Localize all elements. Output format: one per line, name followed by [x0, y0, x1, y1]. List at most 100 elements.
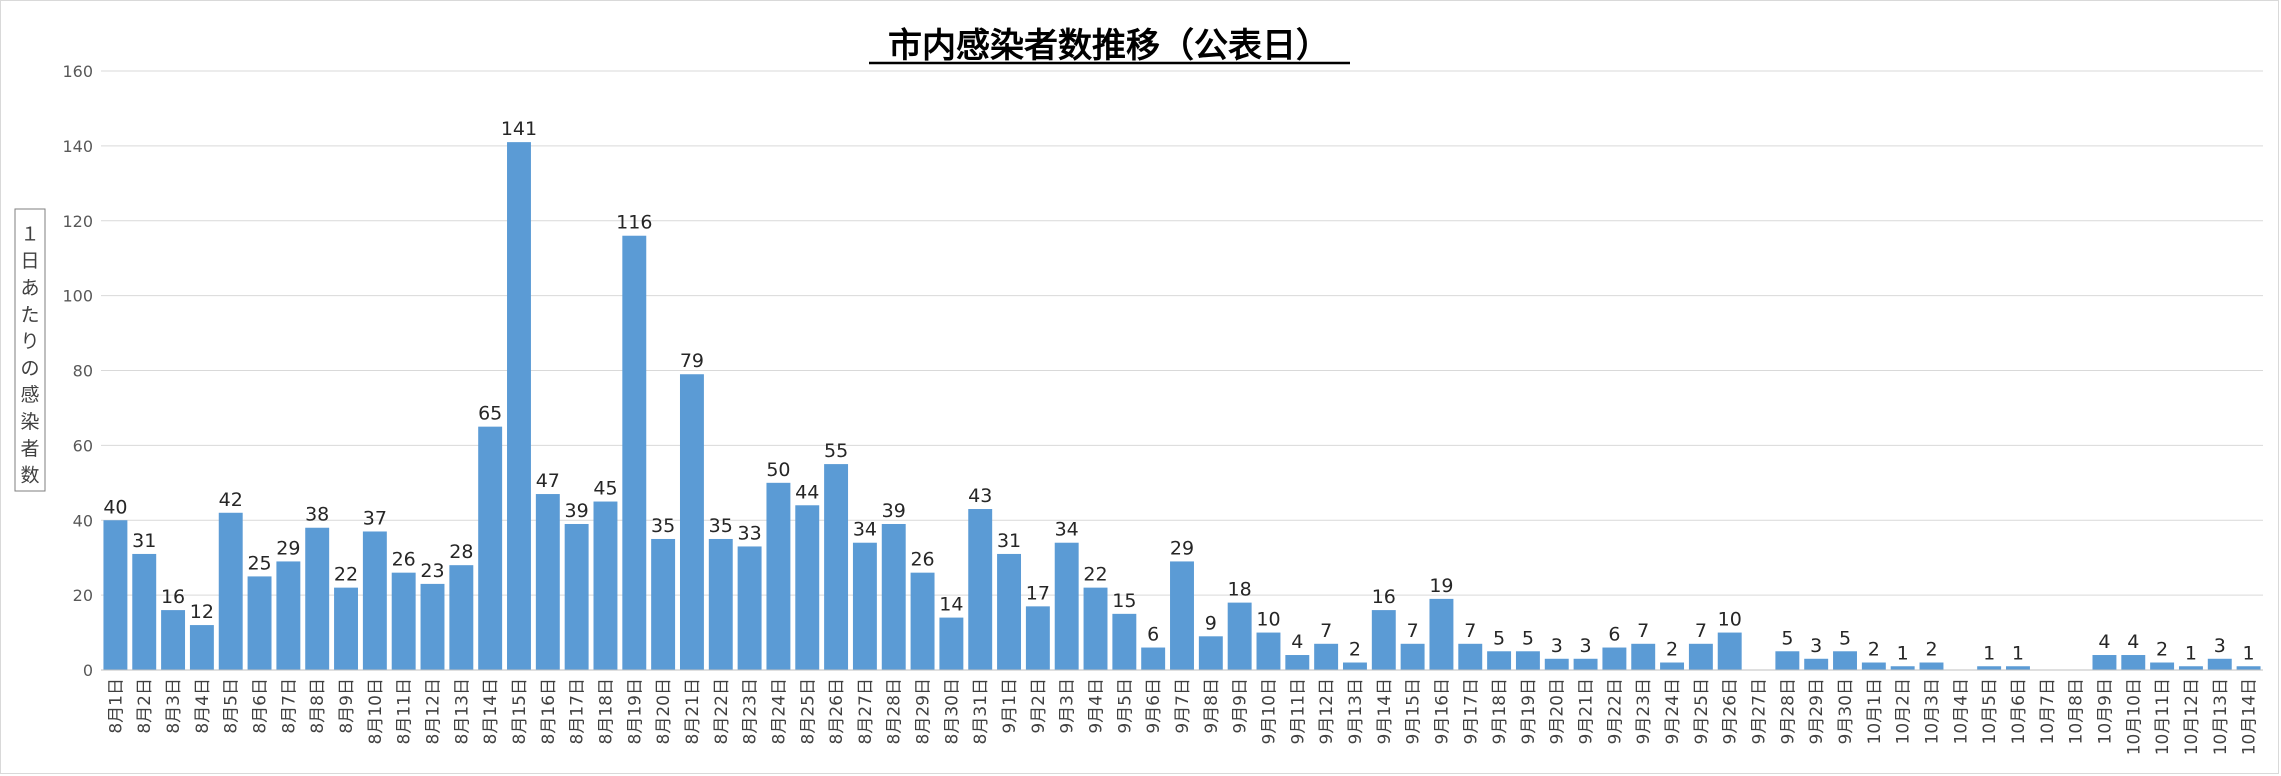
bar — [1314, 643, 1339, 670]
x-tick-label: 9月8日 — [1202, 678, 1222, 734]
y-axis-ticks: 0 20 40 60 80 100 120 140 160 — [62, 62, 93, 680]
data-label: 9 — [1205, 612, 1217, 634]
x-tick-label: 8月4日 — [193, 678, 213, 734]
data-label: 3 — [1580, 635, 1592, 657]
data-label: 38 — [305, 504, 329, 526]
x-tick-label: 10月13日 — [2211, 678, 2231, 755]
bar — [622, 235, 647, 670]
data-label: 4 — [2098, 631, 2110, 653]
bar — [1227, 602, 1252, 670]
bar — [2207, 658, 2232, 670]
x-tick-label: 8月15日 — [510, 678, 530, 744]
data-label: 7 — [1695, 620, 1707, 642]
bar — [2092, 655, 2117, 670]
bar — [1371, 610, 1396, 670]
data-label: 22 — [1083, 564, 1107, 586]
x-tick-label: 9月26日 — [1721, 678, 1741, 744]
x-tick-label: 8月3日 — [164, 678, 184, 734]
data-label: 2 — [1868, 639, 1880, 661]
x-tick-label: 8月10日 — [366, 678, 386, 744]
y-axis-label-char: た — [20, 304, 39, 326]
x-tick-label: 8月7日 — [279, 678, 299, 734]
data-label: 47 — [536, 470, 560, 492]
x-tick-label: 10月11日 — [2153, 678, 2173, 755]
x-tick-label: 8月27日 — [856, 678, 876, 744]
data-label: 1 — [1983, 642, 1995, 664]
y-tick-label: 160 — [62, 62, 93, 81]
data-label: 7 — [1320, 620, 1332, 642]
bar — [1890, 666, 1915, 670]
x-tick-label: 10月2日 — [1894, 678, 1914, 744]
data-label: 2 — [1666, 639, 1678, 661]
data-label: 65 — [478, 403, 502, 425]
x-tick-label: 8月23日 — [741, 678, 761, 744]
data-label: 10 — [1256, 609, 1280, 631]
bar — [1544, 658, 1569, 670]
data-label: 29 — [276, 537, 300, 559]
data-label: 40 — [103, 496, 127, 518]
bar — [1285, 655, 1310, 670]
bars — [103, 142, 2261, 671]
bar — [2178, 666, 2203, 670]
bar — [2006, 666, 2030, 670]
data-label: 34 — [1055, 519, 1079, 541]
data-label: 34 — [853, 519, 877, 541]
x-tick-label: 9月1日 — [1000, 678, 1020, 734]
x-tick-label: 9月5日 — [1115, 678, 1135, 734]
x-tick-label: 9月12日 — [1317, 678, 1337, 744]
x-tick-label: 9月3日 — [1058, 678, 1078, 734]
bar — [1977, 666, 2002, 670]
data-label: 7 — [1407, 620, 1419, 642]
x-tick-label: 9月24日 — [1663, 678, 1683, 744]
bar — [391, 572, 416, 670]
data-label: 26 — [910, 549, 934, 571]
bar — [1083, 587, 1108, 670]
y-tick-label: 40 — [73, 511, 93, 530]
x-tick-label: 9月7日 — [1173, 678, 1193, 734]
y-axis-label-char: り — [20, 331, 39, 353]
x-tick-label: 10月12日 — [2182, 678, 2202, 755]
x-tick-label: 9月29日 — [1807, 678, 1827, 744]
bar — [507, 142, 531, 671]
bar — [708, 538, 733, 670]
x-tick-label: 8月2日 — [135, 678, 155, 734]
x-tick-label: 8月20日 — [654, 678, 674, 744]
y-axis-label-char: の — [20, 357, 39, 379]
data-label: 19 — [1429, 575, 1453, 597]
bar — [449, 565, 474, 670]
data-label: 16 — [161, 586, 185, 608]
bar — [1141, 647, 1166, 670]
bar — [997, 553, 1022, 670]
x-tick-label: 9月20日 — [1548, 678, 1568, 744]
data-label: 28 — [449, 541, 473, 563]
x-tick-label: 8月13日 — [452, 678, 472, 744]
x-tick-label: 10月1日 — [1865, 678, 1885, 744]
data-label: 42 — [219, 489, 243, 511]
x-tick-label: 9月18日 — [1490, 678, 1510, 744]
bar — [247, 576, 272, 670]
bar — [1515, 651, 1540, 670]
x-tick-label: 8月11日 — [395, 678, 415, 744]
x-tick-label: 10月6日 — [2009, 678, 2029, 744]
bar — [651, 538, 676, 670]
data-label: 5 — [1839, 627, 1851, 649]
data-label: 29 — [1170, 537, 1194, 559]
x-tick-label: 9月6日 — [1144, 678, 1164, 734]
data-label: 39 — [882, 500, 906, 522]
data-label: 16 — [1372, 586, 1396, 608]
data-label: 1 — [2012, 642, 2024, 664]
x-tick-label: 8月26日 — [827, 678, 847, 744]
data-label: 37 — [363, 507, 387, 529]
data-label: 17 — [1026, 582, 1050, 604]
x-tick-label: 9月28日 — [1778, 678, 1798, 744]
x-tick-label: 8月12日 — [424, 678, 444, 744]
bar — [1631, 643, 1656, 670]
x-tick-label: 9月9日 — [1231, 678, 1251, 734]
data-label: 22 — [334, 564, 358, 586]
data-label: 4 — [1291, 631, 1303, 653]
bar — [1198, 636, 1223, 670]
x-tick-label: 9月16日 — [1432, 678, 1452, 744]
data-label: 2 — [1925, 639, 1937, 661]
x-tick-label: 8月25日 — [798, 678, 818, 744]
x-tick-label: 9月17日 — [1461, 678, 1481, 744]
